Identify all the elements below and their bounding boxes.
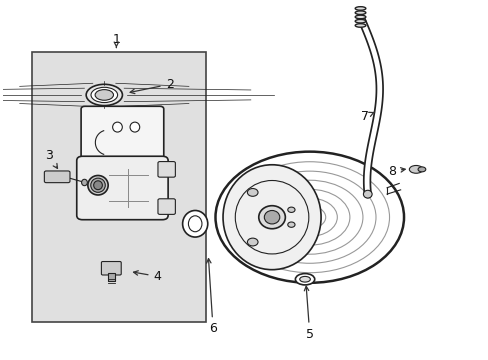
Ellipse shape (287, 207, 294, 212)
Ellipse shape (287, 222, 294, 227)
Text: 3: 3 (45, 149, 58, 168)
Ellipse shape (223, 165, 321, 270)
Ellipse shape (354, 15, 365, 19)
FancyBboxPatch shape (44, 171, 70, 183)
Text: 8: 8 (387, 165, 405, 177)
FancyBboxPatch shape (77, 156, 168, 220)
Ellipse shape (215, 152, 403, 283)
FancyBboxPatch shape (81, 106, 163, 163)
Ellipse shape (88, 175, 108, 195)
Text: 2: 2 (130, 78, 173, 94)
Ellipse shape (354, 19, 365, 23)
Ellipse shape (188, 216, 202, 232)
Ellipse shape (95, 90, 113, 100)
Ellipse shape (354, 7, 365, 10)
Ellipse shape (130, 122, 140, 132)
FancyBboxPatch shape (158, 199, 175, 215)
Ellipse shape (264, 211, 279, 224)
Ellipse shape (91, 178, 105, 192)
Ellipse shape (91, 87, 117, 103)
Ellipse shape (182, 211, 207, 237)
Text: 7: 7 (361, 110, 374, 123)
Text: 5: 5 (304, 286, 313, 341)
Ellipse shape (247, 238, 258, 246)
Text: 1: 1 (112, 33, 120, 46)
Ellipse shape (354, 11, 365, 14)
Ellipse shape (354, 24, 365, 27)
Ellipse shape (81, 179, 87, 186)
Ellipse shape (112, 122, 122, 132)
FancyBboxPatch shape (101, 261, 121, 275)
Bar (108, 273, 115, 281)
FancyBboxPatch shape (158, 162, 175, 177)
Ellipse shape (86, 84, 122, 105)
Ellipse shape (295, 274, 314, 285)
Ellipse shape (258, 206, 285, 229)
Ellipse shape (94, 181, 102, 190)
Ellipse shape (247, 189, 258, 196)
Text: 6: 6 (206, 258, 217, 336)
Bar (32, 53, 205, 322)
Ellipse shape (408, 166, 422, 173)
Ellipse shape (363, 190, 371, 198)
Ellipse shape (417, 167, 425, 172)
Text: 4: 4 (133, 270, 161, 283)
Ellipse shape (299, 276, 310, 282)
